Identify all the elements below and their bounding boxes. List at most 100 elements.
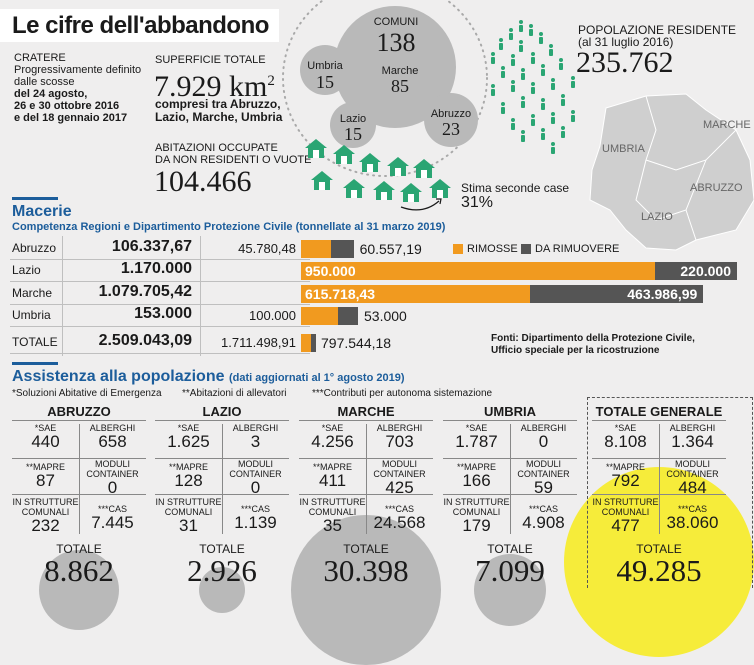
table-row-line: [10, 304, 310, 305]
comuni-lazio-value: 15: [344, 124, 362, 144]
table-row-line: [10, 353, 310, 354]
assistenza-note-1: *Soluzioni Abitative di Emergenza: [12, 388, 162, 399]
cell-value-mapre: 128: [174, 471, 203, 490]
assistenza-title-block: Assistenza alla popolazione (dati aggior…: [12, 368, 405, 386]
bar-rimosse-label: 950.000: [305, 263, 356, 279]
assistenza-title: Assistenza alla popolazione: [12, 368, 225, 385]
cell-value-strutture: 35: [323, 516, 342, 535]
cell-value-mapre: 87: [36, 471, 55, 490]
cell-label: CONTAINER: [229, 469, 282, 479]
cell-label: COMUNALI: [452, 507, 501, 517]
table-row-region: Abruzzo: [12, 241, 57, 255]
table-row-total: 153.000: [134, 305, 192, 322]
abitazioni-label-2: DA NON RESIDENTI O VUOTE: [155, 154, 312, 166]
cratere-dates-3: e del 18 gennaio 2017: [14, 112, 128, 124]
cell-label: COMUNALI: [164, 507, 213, 517]
cell-mapre: **MAPRE 166: [443, 462, 510, 490]
cell-value-alberghi: 1.364: [671, 432, 714, 451]
cell-label: *SAE: [465, 423, 488, 433]
cell-label: CONTAINER: [666, 469, 719, 479]
cell-sae: *SAE 4.256: [299, 423, 366, 451]
cell-label: MODULI: [674, 459, 710, 469]
popolazione-label-1: POPOLAZIONE RESIDENTE: [578, 23, 737, 37]
totale-generale-box: [587, 397, 753, 588]
table-row-total: 1.079.705,42: [98, 283, 192, 300]
cratere-dates-1: del 24 agosto,: [14, 88, 88, 100]
totale-label: TOTALE: [343, 542, 389, 556]
bar-rimosse: [301, 240, 331, 258]
cell-value-alberghi: 703: [385, 432, 414, 451]
table-row-total: 106.337,67: [111, 238, 192, 255]
popolazione-value: 235.762: [576, 46, 674, 79]
totale-value: 2.926: [187, 553, 257, 588]
cell-alberghi: ALBERGHI 0: [510, 423, 577, 451]
comuni-umbria-name: Umbria: [307, 60, 343, 72]
house-icon: [305, 139, 327, 158]
bar-rimosse-label: 615.718,43: [305, 286, 376, 302]
cell-label: IN STRUTTURE: [12, 497, 79, 507]
grid-hline: [443, 494, 577, 495]
legend-rimosse-label: RIMOSSE: [467, 243, 518, 255]
cell-strutture: IN STRUTTURE COMUNALI 179: [443, 497, 510, 535]
assistenza-title-note: (dati aggiornati al 1° agosto 2019): [228, 372, 405, 384]
cell-moduli: MODULI CONTAINER 425: [366, 459, 433, 497]
cell-value-moduli: 484: [678, 478, 707, 497]
grid-hline: [592, 494, 726, 495]
cell-sae: *SAE 8.108: [592, 423, 659, 451]
cell-moduli: MODULI CONTAINER 59: [510, 459, 577, 497]
cell-label: MODULI: [525, 459, 561, 469]
abitazioni-label-1: ABITAZIONI OCCUPATE: [155, 142, 278, 154]
cell-value-cas: 1.139: [234, 513, 277, 532]
map-label-umbria: UMBRIA: [602, 143, 645, 155]
cell-label: **MAPRE: [168, 462, 208, 472]
table-row-region: Lazio: [12, 263, 41, 277]
table-row-total: 1.170.000: [120, 260, 192, 277]
cell-label: MODULI: [94, 459, 130, 469]
grid-hline: [155, 458, 289, 459]
table-row-region: Umbria: [12, 308, 51, 322]
legend-da-rimuovere-swatch: [521, 244, 531, 254]
cell-strutture: IN STRUTTURE COMUNALI 477: [592, 497, 659, 535]
cratere-label: CRATERE: [14, 52, 66, 64]
cell-value-alberghi: 658: [98, 432, 127, 451]
comuni-umbria-value: 15: [316, 72, 334, 92]
area-rule: [443, 420, 577, 421]
cell-moduli: MODULI CONTAINER 0: [222, 459, 289, 497]
superficie-value-text: 7.929 km: [154, 70, 268, 103]
table-row-line: [10, 281, 310, 282]
totale-label: TOTALE: [56, 542, 102, 556]
cell-label: **MAPRE: [25, 462, 65, 472]
bar-da-rimuovere: [655, 262, 737, 280]
cell-label: *SAE: [321, 423, 344, 433]
cell-strutture: IN STRUTTURE COMUNALI 232: [12, 497, 79, 535]
area-rule: [592, 420, 726, 421]
map-label-marche: MARCHE: [703, 119, 751, 131]
cell-label: COMUNALI: [308, 507, 357, 517]
cell-label: IN STRUTTURE: [299, 497, 366, 507]
cell-sae: *SAE 1.625: [155, 423, 222, 451]
totale-value: 49.285: [616, 553, 702, 588]
cell-value-moduli: 0: [107, 478, 118, 497]
superficie-exp: 2: [267, 73, 275, 89]
comuni-abruzzo-value: 23: [442, 119, 460, 139]
grid-vline: [510, 424, 511, 534]
cell-value-sae: 8.108: [604, 432, 647, 451]
cell-value-cas: 7.445: [91, 513, 134, 532]
cell-moduli: MODULI CONTAINER 0: [79, 459, 146, 497]
cell-value-mapre: 411: [318, 471, 347, 490]
bar-rimosse: [301, 285, 531, 303]
cell-label: **MAPRE: [312, 462, 352, 472]
cratere-desc: Progressivamente definito dalle scosse: [14, 64, 142, 88]
map-label-lazio: LAZIO: [641, 211, 673, 223]
house-icon: [387, 157, 409, 176]
area-rule: [299, 420, 433, 421]
grid-vline: [366, 424, 367, 534]
cell-label: ALBERGHI: [520, 423, 567, 433]
grid-vline: [79, 424, 80, 534]
cell-alberghi: ALBERGHI 703: [366, 423, 433, 451]
cell-value-strutture: 477: [611, 516, 640, 535]
cell-label: IN STRUTTURE: [155, 497, 222, 507]
cell-value-cas: 38.060: [666, 513, 719, 532]
comuni-total-value: 138: [376, 28, 416, 57]
cell-sae: *SAE 1.787: [443, 423, 510, 451]
